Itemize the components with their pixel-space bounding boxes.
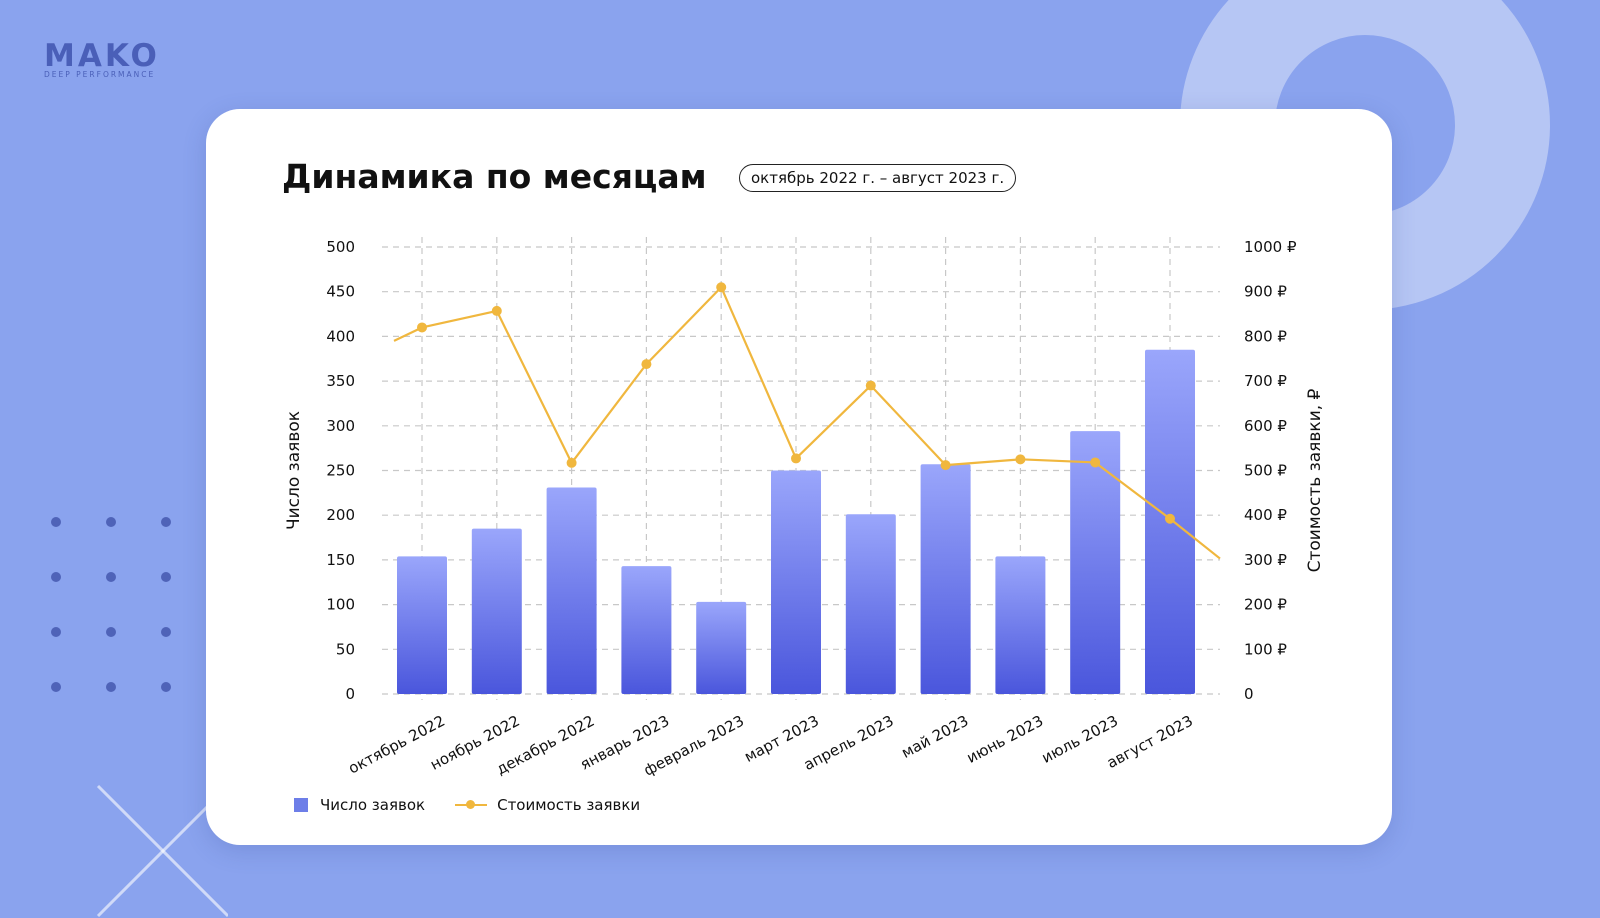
y2-tick-label: 100 ₽ [1244, 640, 1287, 658]
y2-tick-label: 0 [1244, 685, 1254, 703]
y-tick-label: 450 [326, 283, 355, 301]
cost-point [1165, 513, 1175, 524]
bar [845, 514, 896, 694]
y2-axis-title: Стоимость заявки, ₽ [1305, 388, 1325, 572]
bar [771, 470, 821, 694]
y-tick-label: 150 [326, 551, 355, 569]
period-badge: октябрь 2022 г. – август 2023 г. [739, 164, 1017, 192]
y2-tick-label: 500 ₽ [1244, 462, 1287, 480]
logo-wordmark: MAKO [44, 38, 160, 74]
cost-point [491, 305, 502, 316]
x-tick-label: август 2023 [1104, 712, 1196, 772]
cost-point [417, 322, 427, 333]
legend-item-cost: Стоимость заявки [455, 796, 640, 814]
y-tick-label: 250 [326, 462, 355, 480]
bar [397, 556, 447, 694]
legend-label-requests: Число заявок [320, 796, 426, 814]
y-tick-label: 300 [326, 417, 355, 435]
y-tick-label: 0 [345, 685, 355, 703]
cost-point [716, 282, 727, 293]
y2-tick-label: 200 ₽ [1244, 596, 1287, 614]
cost-point [791, 453, 801, 464]
legend-item-requests: Число заявок [294, 796, 425, 814]
y-tick-label: 500 [326, 238, 355, 256]
y2-tick-label: 400 ₽ [1244, 506, 1287, 524]
cost-point [940, 460, 951, 471]
chart-title: Динамика по месяцам [282, 157, 707, 196]
cost-point [865, 380, 876, 391]
x-tick-label: май 2023 [898, 712, 971, 762]
y-tick-label: 400 [326, 327, 355, 345]
y-tick-label: 350 [326, 372, 355, 390]
y-tick-label: 50 [336, 640, 355, 658]
cost-point [1090, 457, 1101, 468]
y2-tick-label: 1000 ₽ [1244, 238, 1297, 256]
cost-point [1015, 454, 1026, 465]
bar [471, 528, 522, 694]
bar [920, 464, 971, 694]
y2-tick-label: 300 ₽ [1244, 551, 1287, 569]
chart-card: Динамика по месяцам октябрь 2022 г. – ав… [206, 109, 1392, 845]
y2-tick-label: 600 ₽ [1244, 417, 1287, 435]
y2-tick-label: 800 ₽ [1244, 327, 1287, 345]
cost-point [641, 359, 652, 370]
y-tick-label: 100 [326, 596, 355, 614]
bar [1070, 431, 1121, 694]
combo-chart: 0 50 100 150 200 250 300 350 400 450 500 0 100 ₽ 200 … [284, 237, 1325, 780]
logo-tagline: DEEP PERFORMANCE [44, 70, 156, 79]
chart-legend: Число заявок Стоимость заявки [294, 796, 670, 814]
legend-bar-swatch [294, 798, 308, 812]
decorative-dot-grid [51, 517, 171, 692]
brand-logo: MAKO DEEP PERFORMANCE [44, 40, 160, 79]
y2-tick-label: 700 ₽ [1244, 372, 1287, 390]
legend-label-cost: Стоимость заявки [497, 796, 641, 814]
legend-line-swatch [455, 798, 488, 812]
y2-tick-label: 900 ₽ [1244, 283, 1287, 301]
y-axis-title: Число заявок [284, 411, 304, 530]
y-tick-label: 200 [326, 506, 355, 524]
cost-point [566, 457, 577, 468]
x-tick-label: июнь 2023 [964, 712, 1047, 767]
bar [621, 566, 672, 694]
bar [696, 601, 747, 694]
bar [995, 556, 1046, 694]
bar [546, 487, 597, 694]
